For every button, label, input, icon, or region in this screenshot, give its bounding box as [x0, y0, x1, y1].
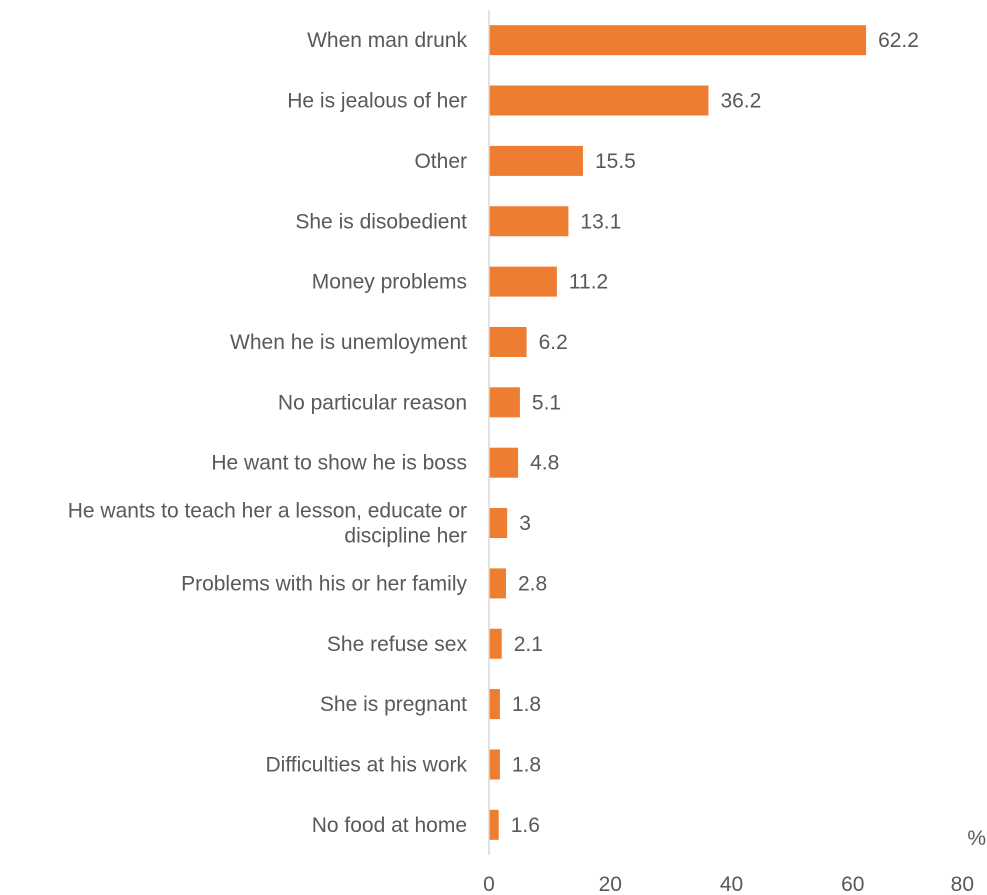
x-tick-labels-group: 0 20 40 60 80	[483, 873, 974, 895]
bar-value-label: 36.2	[720, 90, 761, 113]
category-label: Difficulties at his work	[265, 753, 467, 776]
category-label: Other	[414, 150, 467, 173]
category-label: She is pregnant	[320, 693, 467, 716]
bar-value-label: 4.8	[530, 452, 559, 475]
category-label: discipline her	[344, 525, 467, 548]
bar	[489, 749, 500, 780]
bar-value-label: 3	[519, 512, 531, 535]
bar	[489, 568, 506, 599]
bar-value-label: 15.5	[595, 150, 636, 173]
bar-value-label: 6.2	[539, 331, 568, 354]
bar-value-label: 62.2	[878, 29, 919, 52]
bar-value-label: 2.8	[518, 572, 547, 595]
category-label: No food at home	[312, 814, 467, 837]
bar	[489, 266, 557, 297]
bar	[489, 628, 502, 659]
category-label: No particular reason	[278, 391, 467, 414]
bar	[489, 809, 499, 840]
category-label: He want to show he is boss	[211, 452, 467, 475]
bar-value-label: 2.1	[514, 633, 543, 656]
category-label: He is jealous of her	[287, 90, 467, 113]
bar	[489, 25, 867, 56]
x-axis-unit-label: %	[967, 827, 986, 850]
x-tick-label: 40	[720, 873, 743, 895]
bar	[489, 508, 508, 539]
bar	[489, 447, 519, 478]
category-label: She refuse sex	[327, 633, 468, 656]
bar-value-label: 5.1	[532, 391, 561, 414]
bar	[489, 85, 709, 116]
value-labels-group: 62.2 36.2 15.5 13.1 11.2 6.2 5.1 4.8 3 2.8 2.1 1.8 1…	[511, 29, 919, 837]
bar	[489, 206, 569, 237]
category-label: When man drunk	[307, 29, 467, 52]
x-tick-label: 20	[599, 873, 622, 895]
bar	[489, 145, 583, 176]
bar-value-label: 11.2	[569, 271, 608, 294]
bar-value-label: 1.8	[512, 693, 541, 716]
category-label: Problems with his or her family	[181, 572, 467, 595]
category-label: Money problems	[312, 271, 467, 294]
bar	[489, 326, 527, 357]
x-tick-label: 0	[483, 873, 495, 895]
category-label: When he is unemloyment	[230, 331, 467, 354]
bar-value-label: 1.8	[512, 753, 541, 776]
category-label: She is disobedient	[295, 210, 467, 233]
bar	[489, 387, 520, 418]
category-label: He wants to teach her a lesson, educate …	[68, 500, 467, 523]
bar	[489, 689, 500, 720]
bar-value-label: 1.6	[511, 814, 540, 837]
category-labels-group: When man drunk He is jealous of her Other S…	[68, 29, 468, 837]
x-tick-label: 80	[951, 873, 974, 895]
x-tick-label: 60	[841, 873, 864, 895]
bars-group	[489, 25, 867, 840]
bar-value-label: 13.1	[580, 210, 621, 233]
